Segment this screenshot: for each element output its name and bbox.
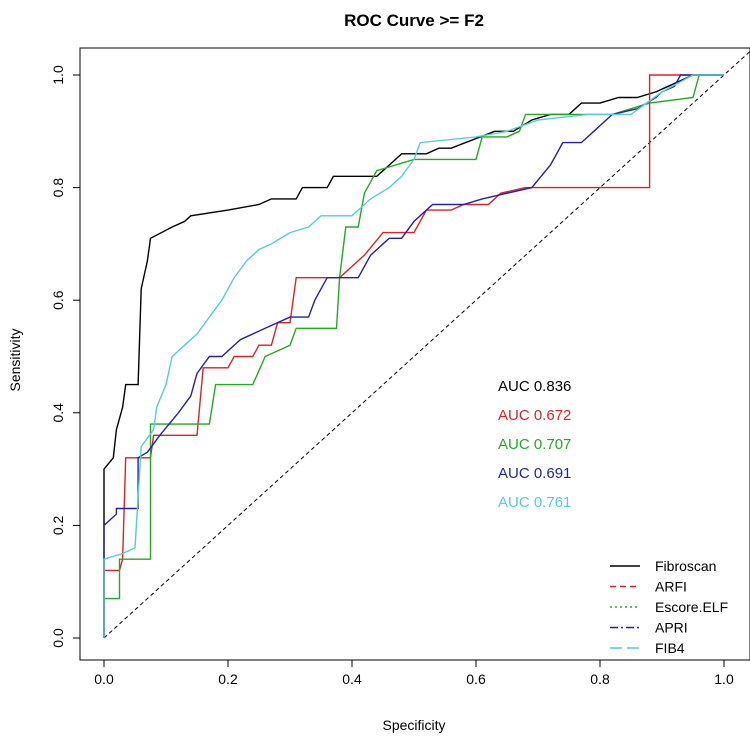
x-tick-label: 0.4 [342, 671, 362, 687]
x-tick-label: 0.6 [466, 671, 486, 687]
y-tick-label: 0.2 [50, 515, 66, 535]
series-line-fib4 [103, 74, 724, 638]
legend-label: Escore.ELF [655, 599, 728, 615]
x-tick-label: 1.0 [714, 671, 734, 687]
legend-label: APRI [655, 620, 688, 636]
chart-title: ROC Curve >= F2 [344, 11, 484, 30]
series-line-fibroscan [103, 74, 724, 638]
auc-labels: AUC 0.836 AUC 0.672 AUC 0.707 AUC 0.691 AUC … [498, 378, 571, 511]
auc-label-apri: AUC 0.691 [498, 465, 571, 482]
series-lines [103, 74, 724, 638]
legend: Fibroscan ARFI Escore.ELF APRI FIB4 [600, 548, 730, 658]
series-line-escore-elf [103, 74, 724, 638]
auc-label-fibroscan: AUC 0.836 [498, 378, 571, 395]
x-tick-label: 0.8 [590, 671, 610, 687]
y-tick-label: 0.0 [50, 628, 66, 648]
reference-diagonal [103, 51, 750, 639]
y-tick-label: 0.8 [50, 178, 66, 198]
auc-label-escore-elf: AUC 0.707 [498, 436, 571, 453]
plot-frame [79, 47, 750, 661]
x-axis-label: Specificity [382, 717, 445, 733]
x-tick-label: 0.0 [94, 671, 114, 687]
auc-label-fib4: AUC 0.761 [498, 494, 571, 511]
legend-label: ARFI [655, 579, 687, 595]
legend-label: FIB4 [655, 640, 685, 656]
y-tick-label: 0.4 [50, 403, 66, 423]
legend-label: Fibroscan [655, 558, 716, 574]
x-tick-label: 0.2 [218, 671, 238, 687]
y-tick-label: 0.6 [50, 290, 66, 310]
axis-ticks: 0.0 0.2 0.4 0.6 0.8 1.0 0.0 0.2 0.4 0.6 0.8 1.0 [50, 65, 734, 687]
series-line-apri [103, 74, 724, 638]
auc-label-arfi: AUC 0.672 [498, 407, 571, 424]
y-tick-label: 1.0 [50, 65, 66, 85]
y-axis-label: Sensitivity [7, 328, 23, 391]
